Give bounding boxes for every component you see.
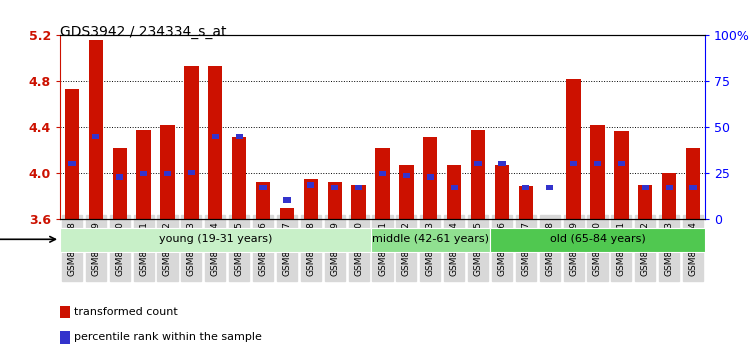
Bar [308,182,314,188]
Bar [164,171,171,176]
Bar [686,148,700,219]
Text: middle (42-61 years): middle (42-61 years) [372,234,489,244]
Bar [208,67,223,219]
Bar [304,179,318,219]
Bar [665,185,673,190]
Bar [328,182,342,219]
Bar [451,185,458,190]
Bar [68,160,76,166]
Bar [332,185,338,190]
Bar [370,228,490,252]
Bar [232,137,246,219]
Text: GDS3942 / 234334_s_at: GDS3942 / 234334_s_at [60,25,226,39]
Bar [594,160,601,166]
Bar [519,186,533,219]
Bar [542,219,557,256]
Bar [211,134,219,139]
Bar [375,148,390,219]
Bar [284,197,290,202]
Bar [160,125,175,219]
Bar [352,185,366,219]
Bar [92,134,100,139]
Bar [618,160,625,166]
Bar [60,331,70,344]
Bar [60,228,370,252]
Bar [60,306,70,318]
Bar [689,185,697,190]
Bar [566,79,580,219]
Bar [427,174,433,179]
Text: young (19-31 years): young (19-31 years) [158,234,272,244]
Bar [522,185,530,190]
Bar [590,125,604,219]
Bar [498,160,506,166]
Bar [495,165,509,219]
Bar [471,130,485,219]
Bar [260,185,267,190]
Bar [546,185,554,190]
Text: percentile rank within the sample: percentile rank within the sample [74,332,262,342]
Bar [403,173,410,178]
Bar [116,174,123,179]
Bar [355,185,362,190]
Bar [662,173,676,219]
Bar [140,171,147,176]
Bar [256,182,270,219]
Bar [638,185,652,219]
Bar [112,148,127,219]
Bar [188,170,195,175]
Bar [614,131,628,219]
Bar [88,40,103,219]
Bar [184,67,199,219]
Bar [447,165,461,219]
Bar [136,130,151,219]
Text: old (65-84 years): old (65-84 years) [550,234,645,244]
Bar [64,90,79,219]
Bar [280,208,294,219]
Bar [570,160,578,166]
Bar [423,137,437,219]
Bar [642,185,649,190]
Bar [490,228,705,252]
Text: transformed count: transformed count [74,307,178,317]
Bar [399,165,413,219]
Bar [236,134,243,139]
Bar [379,171,386,176]
Bar [475,160,482,166]
